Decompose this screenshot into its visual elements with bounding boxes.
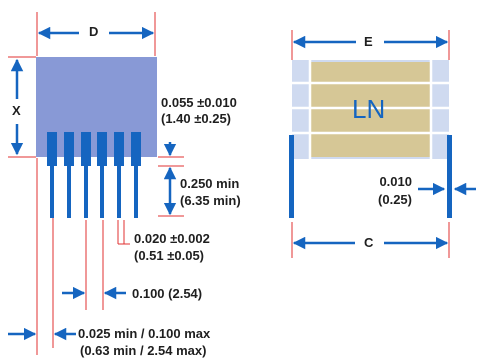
lead-width-label: 0.020 ±0.002 bbox=[134, 231, 210, 246]
dim-d-label: D bbox=[87, 25, 100, 39]
leads bbox=[50, 160, 138, 218]
side-view bbox=[289, 30, 476, 258]
body-gap-label: 0.055 ±0.010 bbox=[161, 95, 237, 110]
first-lead-mm-label: (0.63 min / 2.54 max) bbox=[80, 343, 206, 358]
dim-e-label: E bbox=[362, 35, 375, 49]
lead-thickness-label: 0.010 bbox=[352, 174, 412, 189]
lead-length-mm-label: (6.35 min) bbox=[180, 193, 241, 208]
dim-c-label: C bbox=[362, 236, 375, 250]
left-lead bbox=[289, 135, 294, 218]
lead-length-label: 0.250 min bbox=[180, 176, 239, 191]
pitch-label: 0.100 (2.54) bbox=[132, 286, 202, 301]
right-lead bbox=[447, 135, 452, 218]
body-gap-mm-label: (1.40 ±0.25) bbox=[161, 111, 231, 126]
ln-body-text: LN bbox=[352, 95, 385, 123]
front-view bbox=[8, 12, 184, 355]
first-lead-label: 0.025 min / 0.100 max bbox=[78, 326, 210, 341]
dim-x-label: X bbox=[10, 104, 23, 118]
lead-thickness-mm-label: (0.25) bbox=[352, 192, 412, 207]
lead-width-mm-label: (0.51 ±0.05) bbox=[134, 248, 204, 263]
